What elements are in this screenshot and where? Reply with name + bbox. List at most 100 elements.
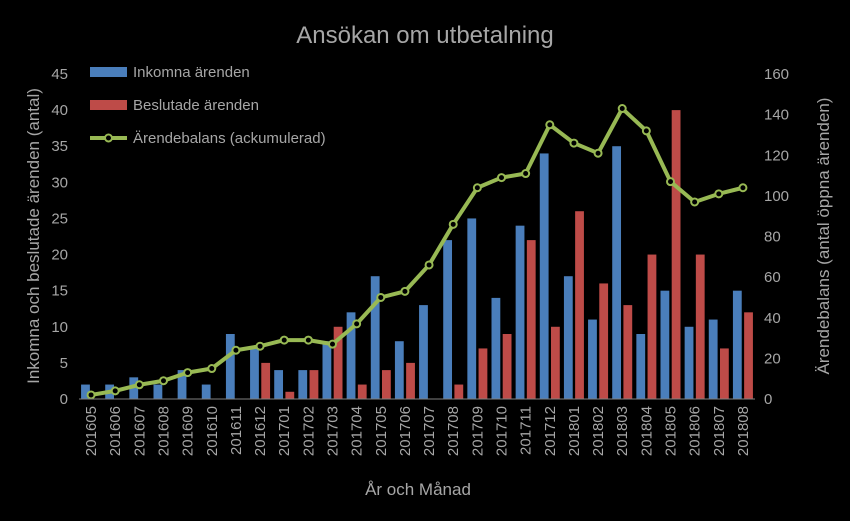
bar-beslutade (454, 384, 464, 399)
legend-swatch (90, 67, 127, 77)
x-tick-label: 201610 (204, 406, 221, 456)
balance-line (86, 104, 748, 400)
legend-line-marker (104, 133, 113, 143)
legend: Inkomna ärenden Beslutade ärenden Ärendeba… (90, 64, 326, 147)
bar-inkomna (394, 341, 404, 399)
balance-point (569, 138, 579, 148)
bar-beslutade (623, 305, 633, 399)
balance-point (352, 319, 362, 329)
bar-beslutade (526, 240, 536, 399)
y-axis-right: 0 20 40 60 80 100 120 140 160 (764, 66, 789, 408)
y2-tick-label: 20 (764, 350, 781, 367)
x-tick-label: 201710 (494, 406, 511, 456)
balance-point (255, 341, 265, 351)
x-tick-label: 201804 (638, 406, 655, 456)
bar-inkomna (153, 384, 163, 399)
balance-point (400, 286, 410, 296)
y-tick-label: 30 (51, 174, 68, 191)
balance-point (231, 345, 241, 355)
bar-inkomna (612, 146, 622, 399)
y-tick-label: 45 (51, 66, 68, 83)
x-tick-label: 201612 (252, 406, 269, 456)
x-tick-label: 201711 (518, 406, 535, 455)
bar-beslutade (478, 348, 488, 399)
x-tick-label: 201709 (469, 406, 486, 456)
x-tick-label: 201607 (131, 406, 148, 456)
x-tick-label: 201801 (566, 406, 583, 456)
bar-beslutade (285, 391, 295, 399)
y2-tick-label: 140 (764, 107, 789, 124)
y-tick-label: 35 (51, 138, 68, 155)
balance-point (376, 292, 386, 302)
bar-beslutade (599, 283, 609, 399)
balance-point (497, 173, 506, 183)
balance-point (279, 335, 289, 345)
y-tick-label: 20 (51, 247, 68, 264)
balance-point (110, 386, 120, 396)
bars (81, 110, 753, 399)
x-tick-label: 201608 (156, 406, 173, 456)
balance-point (207, 364, 217, 374)
y2-tick-label: 120 (764, 147, 789, 164)
bar-inkomna (81, 384, 90, 399)
balance-line-path (90, 106, 744, 397)
balance-point (448, 219, 458, 229)
x-tick-label: 201808 (735, 406, 752, 456)
bar-beslutade (309, 370, 319, 399)
bar-inkomna (250, 348, 259, 399)
y-tick-label: 10 (51, 319, 68, 336)
bar-inkomna (660, 290, 670, 399)
bar-beslutade (671, 110, 681, 399)
balance-point (738, 183, 748, 193)
bar-inkomna (225, 334, 235, 399)
x-tick-label: 201805 (663, 406, 680, 456)
bar-inkomna (443, 240, 453, 399)
y-axis-title: Inkomna och beslutade ärenden (antal) (24, 88, 43, 384)
x-tick-label: 201611 (228, 406, 245, 455)
bar-beslutade (357, 384, 367, 399)
y2-tick-label: 100 (764, 188, 789, 205)
x-tick-label: 201712 (542, 406, 559, 456)
balance-point (328, 339, 337, 349)
bar-beslutade (333, 326, 343, 399)
y-tick-label: 40 (51, 102, 68, 119)
bar-beslutade (406, 362, 415, 399)
bar-inkomna (370, 276, 380, 399)
y2-tick-label: 160 (764, 66, 789, 83)
y2-tick-label: 80 (764, 229, 781, 246)
y2-tick-label: 40 (764, 310, 781, 327)
bar-beslutade (381, 370, 391, 399)
y-tick-label: 25 (51, 210, 68, 227)
bar-inkomna (298, 370, 308, 399)
x-tick-label: 201807 (711, 406, 728, 456)
x-tick-label: 201707 (421, 406, 438, 456)
x-tick-label: 201705 (373, 406, 390, 456)
bar-inkomna (539, 153, 549, 399)
bar-beslutade (647, 254, 657, 399)
bar-inkomna (274, 370, 284, 399)
legend-label: Inkomna ärenden (133, 64, 250, 81)
bar-beslutade (695, 254, 705, 399)
balance-point (690, 197, 700, 207)
balance-point (472, 183, 482, 193)
y2-axis-title: Ärendebalans (antal öppna ärenden) (814, 98, 833, 375)
bar-inkomna (346, 312, 356, 399)
balance-point (521, 169, 531, 179)
x-tick-label: 201706 (397, 406, 414, 456)
x-tick-label: 201702 (300, 406, 317, 456)
balance-point (617, 104, 627, 114)
balance-point (86, 390, 96, 400)
balance-point (666, 177, 675, 187)
bar-inkomna (201, 384, 211, 399)
balance-point (424, 260, 434, 270)
y-tick-label: 5 (60, 355, 68, 372)
bar-beslutade (261, 362, 271, 399)
y2-tick-label: 60 (764, 269, 781, 286)
x-tick-label: 201803 (614, 406, 631, 456)
chart-title: Ansökan om utbetalning (296, 22, 554, 49)
balance-point (303, 335, 313, 345)
legend-label: Ärendebalans (ackumulerad) (133, 130, 326, 147)
x-tick-label: 201606 (107, 406, 124, 456)
y-axis-left: 0 5 10 15 20 25 30 35 40 45 (51, 66, 68, 408)
